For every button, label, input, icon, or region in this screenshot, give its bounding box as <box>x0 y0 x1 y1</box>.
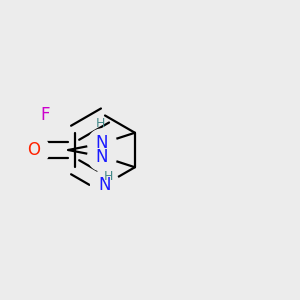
Text: N: N <box>99 176 111 194</box>
Text: N: N <box>96 134 108 152</box>
Circle shape <box>88 129 116 158</box>
Text: O: O <box>27 141 40 159</box>
Circle shape <box>91 170 119 199</box>
Text: F: F <box>40 106 50 124</box>
Circle shape <box>88 142 116 171</box>
Text: N: N <box>96 148 108 166</box>
Circle shape <box>32 102 59 129</box>
Text: H: H <box>103 169 113 183</box>
Text: H: H <box>96 117 105 130</box>
Circle shape <box>18 134 49 166</box>
